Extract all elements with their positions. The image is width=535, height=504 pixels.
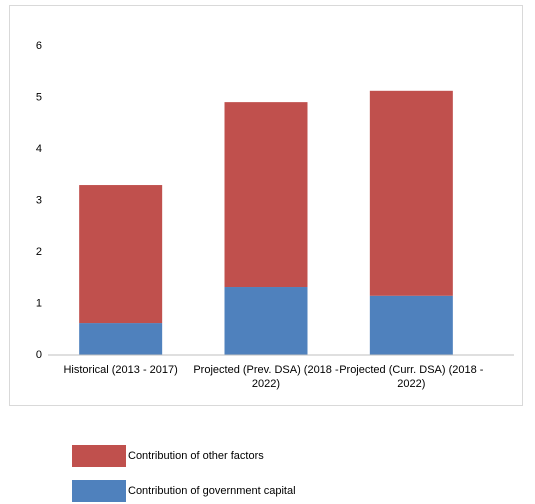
y-tick-label: 4 xyxy=(36,143,42,155)
x-tick-label: Historical (2013 - 2017) xyxy=(63,364,178,376)
bar-segment xyxy=(369,90,453,296)
bar-segment xyxy=(224,287,308,355)
y-tick-label: 0 xyxy=(36,349,42,361)
bar-segment xyxy=(369,295,453,355)
x-tick-label-box: Historical (2013 - 2017) xyxy=(63,364,178,376)
x-tick-label-box: Projected (Curr. DSA) (2018 - 2022) xyxy=(339,364,484,390)
bar-segment xyxy=(224,102,308,288)
x-tick-label: Projected (Curr. DSA) (2018 - 2022) xyxy=(339,364,484,390)
legend-label: Contribution of government capital xyxy=(128,485,296,497)
y-tick-label: 6 xyxy=(36,40,42,52)
legend-swatch xyxy=(72,445,126,467)
x-tick-label-box: Projected (Prev. DSA) (2018 - 2022) xyxy=(193,364,339,390)
bar-segment xyxy=(79,185,163,324)
bar-segment xyxy=(79,323,163,355)
x-tick-label: Projected (Prev. DSA) (2018 - 2022) xyxy=(193,364,339,390)
legend-label: Contribution of other factors xyxy=(128,450,264,462)
y-tick-label: 3 xyxy=(36,194,42,206)
y-tick-label: 2 xyxy=(36,246,42,258)
y-tick-label: 1 xyxy=(36,297,42,309)
y-tick-label: 5 xyxy=(36,91,42,103)
legend-swatch xyxy=(72,480,126,502)
